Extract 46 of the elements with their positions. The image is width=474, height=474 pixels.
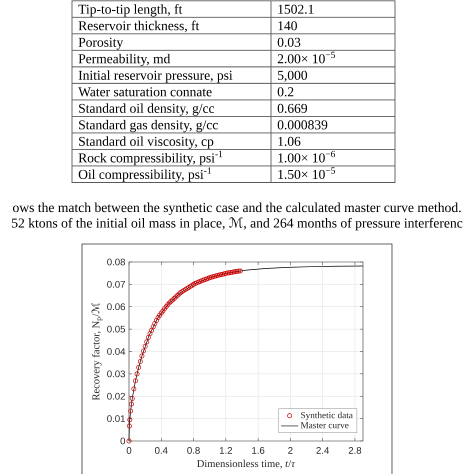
legend-label: Synthetic data: [301, 412, 353, 420]
text: 1.06: [278, 136, 300, 146]
y-tick-label: 0.08: [107, 258, 126, 266]
x-tick-label: 0: [126, 447, 132, 454]
y-tick-label: 0.03: [107, 370, 126, 378]
text: Reservoir thickness, ft: [78, 20, 200, 32]
line-series: [128, 266, 364, 442]
x-tick-label: 1.2: [220, 447, 232, 454]
x-tick-label: 2.4: [316, 447, 330, 454]
text: Oil compressibility, psi$^{-1}$: [78, 167, 211, 182]
y-tick-label: 0.04: [107, 348, 126, 355]
x-axis-title: Dimensionless time, t/τ: [197, 460, 296, 469]
x-tick-label: 2.8: [348, 447, 362, 454]
y-tick-label: 0.05: [107, 326, 126, 333]
y-tick-label: 0: [120, 438, 126, 444]
text: Tip-to-tip length, ft: [78, 4, 182, 17]
y-tick-label: 0.07: [107, 280, 125, 288]
text: Rock compressibility, psi$^{-1}$: [78, 150, 222, 166]
text: ows the match between the synthetic case and the calculated master curve method.: [13, 202, 461, 215]
text: Initial reservoir pressure, psi: [78, 70, 232, 83]
y-tick-label: 0.01: [107, 415, 125, 422]
text: 0.2: [278, 87, 294, 96]
legend-label: Master curve: [300, 422, 348, 428]
text: 1.50× 10$^{−5}$: [278, 167, 336, 180]
y-tick-label: 0.02: [107, 392, 125, 400]
text: 5,000: [278, 70, 308, 82]
text: Water saturation connate: [78, 87, 212, 96]
text: 140: [278, 21, 297, 30]
text: Standard gas density, g/cc: [79, 120, 218, 132]
text: 0.669: [278, 104, 308, 113]
text: 52 ktons of the initial oil mass in place, ℳ, and 264 months of pressure interferenc: [12, 217, 462, 230]
text: 0.000839: [278, 120, 328, 130]
x-tick-label: 2: [288, 447, 293, 454]
text: Permeability, md: [78, 54, 170, 66]
text: Standard oil viscosity, cp: [79, 136, 214, 149]
x-tick-label: 0.8: [187, 447, 200, 454]
x-tick-label: 0.4: [154, 447, 168, 454]
y-tick-label: 0.06: [107, 303, 126, 310]
y-axis-title: Recovery factor, N$_{p}$/ℳ: [91, 302, 103, 400]
text: Standard oil density, g/cc: [79, 103, 214, 116]
text: Porosity: [78, 38, 124, 50]
x-tick-label: 1.6: [252, 447, 264, 454]
text: 2.00× 10$^{−5}$: [278, 52, 336, 64]
text: 1.00× 10$^{−6}$: [278, 150, 336, 163]
text: 1502.1: [278, 4, 314, 14]
text: 0.03: [278, 38, 300, 47]
